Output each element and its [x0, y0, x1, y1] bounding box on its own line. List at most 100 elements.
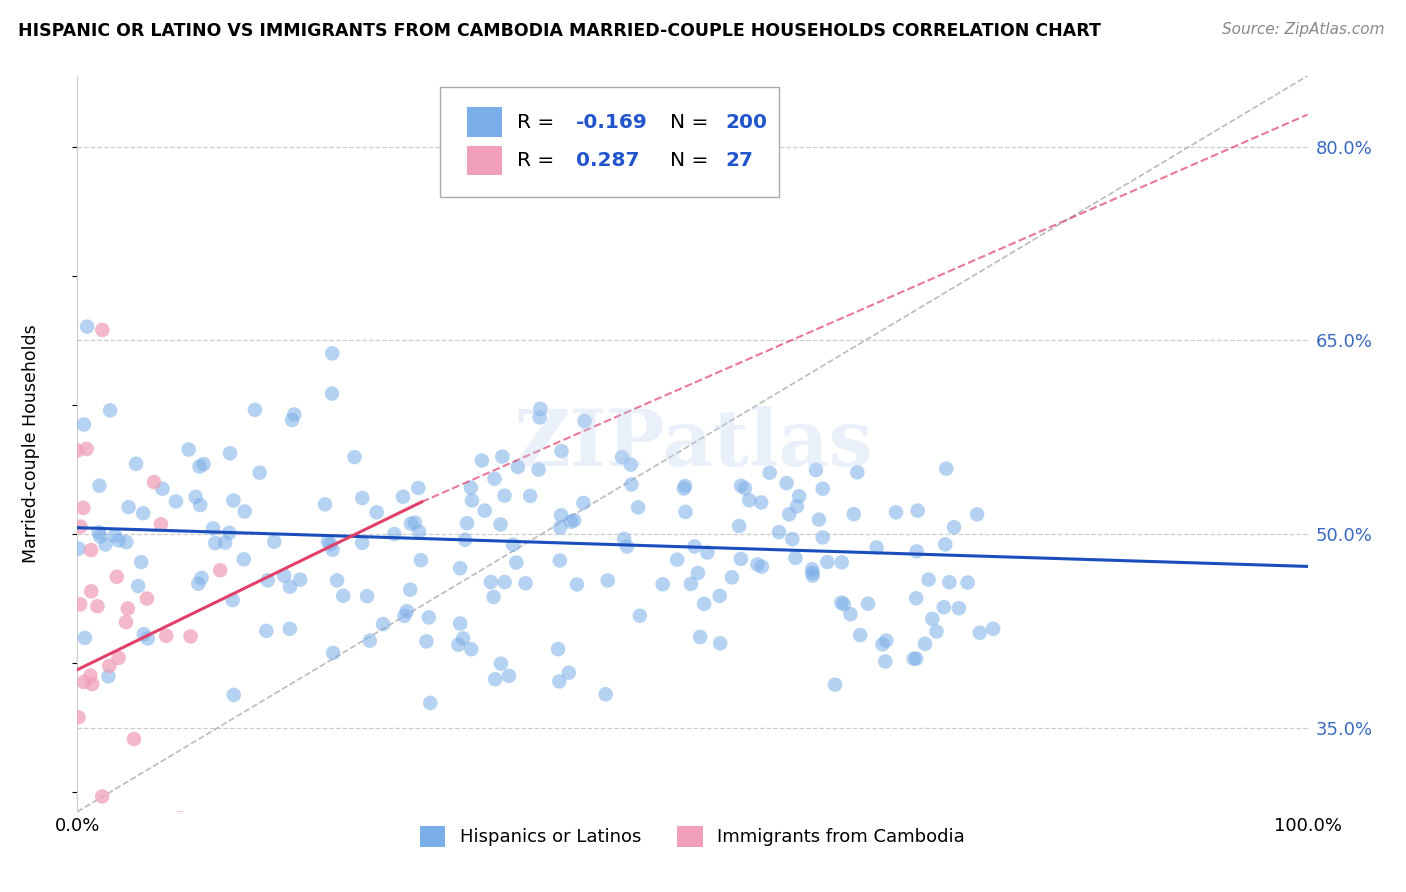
Point — [73, 631, 96, 645]
Point — [454, 533, 477, 547]
Point — [842, 507, 865, 521]
Point — [550, 444, 572, 458]
Point — [934, 537, 956, 551]
Text: N =: N = — [671, 151, 716, 170]
Point — [321, 346, 343, 360]
Point — [87, 525, 110, 540]
Point — [165, 494, 187, 508]
Point — [76, 319, 98, 334]
Point — [359, 633, 381, 648]
Point — [484, 672, 506, 686]
Point — [316, 534, 339, 549]
Point — [332, 589, 354, 603]
Point — [491, 450, 513, 464]
Point — [222, 493, 245, 508]
Point — [180, 630, 202, 644]
Point — [811, 482, 834, 496]
Point — [321, 386, 343, 401]
Point — [529, 401, 551, 416]
Point — [494, 575, 516, 590]
Text: 0.287: 0.287 — [575, 151, 640, 170]
Point — [67, 541, 90, 556]
Point — [319, 537, 342, 551]
Point — [283, 408, 305, 422]
Point — [449, 561, 471, 575]
Point — [778, 508, 800, 522]
Point — [143, 475, 166, 489]
Point — [849, 628, 872, 642]
Point — [366, 505, 388, 519]
FancyBboxPatch shape — [440, 87, 779, 197]
Text: 200: 200 — [725, 112, 768, 132]
Point — [966, 508, 988, 522]
Point — [824, 678, 846, 692]
Point — [856, 597, 879, 611]
Point — [107, 651, 129, 665]
Point — [371, 617, 394, 632]
Point — [105, 570, 128, 584]
Point — [907, 503, 929, 517]
Point — [394, 608, 416, 623]
Point — [72, 500, 94, 515]
Point — [263, 534, 285, 549]
Point — [734, 481, 756, 495]
Point — [278, 622, 301, 636]
FancyBboxPatch shape — [467, 107, 502, 136]
Point — [502, 538, 524, 552]
Point — [709, 636, 731, 650]
Point — [572, 496, 595, 510]
Point — [484, 472, 506, 486]
Point — [222, 688, 245, 702]
Point — [721, 570, 744, 584]
Point — [903, 651, 925, 665]
Point — [460, 642, 482, 657]
Point — [187, 576, 209, 591]
Point — [73, 675, 96, 690]
Point — [136, 632, 159, 646]
Point — [839, 607, 862, 622]
Point — [471, 453, 494, 467]
Point — [527, 463, 550, 477]
Point — [155, 629, 177, 643]
Point — [558, 665, 581, 680]
Point — [610, 450, 633, 464]
Point — [460, 481, 482, 495]
Point — [98, 659, 121, 673]
Text: R =: R = — [516, 151, 560, 170]
Point — [115, 615, 138, 629]
FancyBboxPatch shape — [467, 145, 502, 175]
Text: Source: ZipAtlas.com: Source: ZipAtlas.com — [1222, 22, 1385, 37]
Point — [628, 608, 651, 623]
Point — [135, 591, 157, 606]
Point — [356, 589, 378, 603]
Point — [98, 403, 121, 417]
Point — [322, 646, 344, 660]
Point — [938, 575, 960, 590]
Point — [76, 442, 98, 456]
Point — [132, 506, 155, 520]
Point — [107, 533, 129, 548]
Point — [981, 622, 1004, 636]
Point — [117, 601, 139, 615]
Point — [149, 517, 172, 532]
Point — [125, 457, 148, 471]
Point — [498, 669, 520, 683]
Point — [214, 535, 236, 549]
Point — [679, 577, 702, 591]
Point — [392, 490, 415, 504]
Point — [249, 466, 271, 480]
Point — [418, 610, 440, 624]
Point — [672, 482, 695, 496]
Point — [747, 558, 769, 572]
Point — [811, 531, 834, 545]
Point — [82, 677, 104, 691]
Point — [548, 520, 571, 534]
Point — [314, 497, 336, 511]
Text: 27: 27 — [725, 151, 754, 170]
Point — [221, 593, 243, 607]
Point — [673, 479, 696, 493]
Point — [456, 516, 478, 531]
Point — [758, 466, 780, 480]
Point — [666, 552, 689, 566]
Point — [91, 323, 114, 337]
